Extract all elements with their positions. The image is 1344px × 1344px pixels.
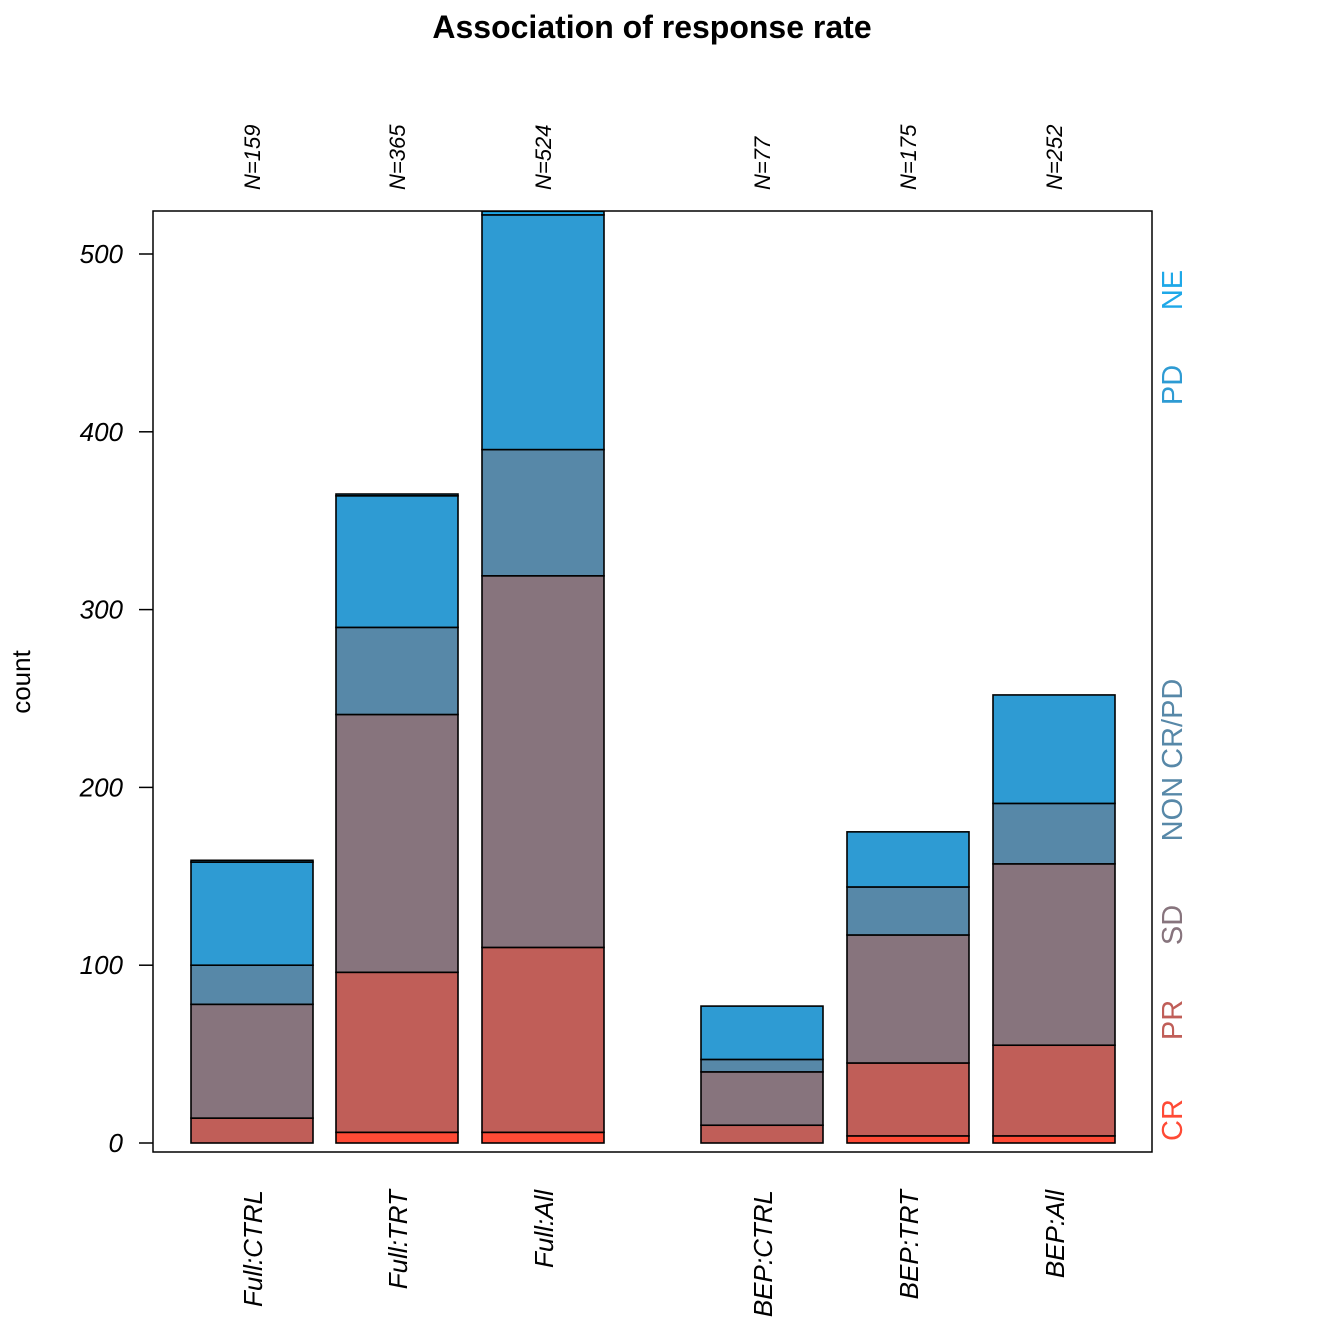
bar-bep-trt-non-cr-pd <box>846 886 970 936</box>
bar-bep-ctrl-sd <box>700 1071 824 1127</box>
y-tick-label-500: 500 <box>80 239 124 269</box>
y-tick-label-100: 100 <box>80 950 124 980</box>
bar-bep-ctrl-pd <box>700 1005 824 1061</box>
category-label-bep-all: BEP:All <box>1040 1189 1070 1278</box>
n-label-bep-ctrl: N=77 <box>750 136 775 190</box>
y-tick-label-400: 400 <box>80 417 124 447</box>
y-tick-label-300: 300 <box>80 595 124 625</box>
n-label-bep-trt: N=175 <box>896 124 921 190</box>
bar-full-all-ne <box>481 210 605 216</box>
bar-full-ctrl-pd <box>190 861 314 966</box>
bar-full-all-pr <box>481 946 605 1134</box>
category-label-bep-ctrl: BEP:CTRL <box>748 1190 778 1317</box>
bar-bep-trt-cr <box>846 1135 970 1144</box>
n-label-bep-all: N=252 <box>1042 125 1067 190</box>
bar-bep-ctrl-pr <box>700 1124 824 1144</box>
n-label-full-trt: N=365 <box>385 124 410 190</box>
bar-bep-all-pr <box>992 1044 1116 1137</box>
bar-bep-all-pd <box>992 694 1116 805</box>
y-axis-label: count <box>6 649 36 713</box>
bar-bep-trt-pd <box>846 831 970 888</box>
category-labels: Full:CTRL Full:TRT Full:All BEP:CTRL BEP:TRT… <box>238 1188 1070 1317</box>
legend-entry-ne: NE <box>1157 270 1189 310</box>
bar-full-all-sd <box>481 575 605 949</box>
y-tick-label-200: 200 <box>79 772 124 802</box>
legend-entry-non-cr-pd: NON CR/PD <box>1157 679 1189 842</box>
legend-entry-pd: PD <box>1157 365 1189 405</box>
category-label-full-all: Full:All <box>529 1189 559 1268</box>
category-label-full-trt: Full:TRT <box>383 1188 413 1289</box>
bar-full-all-cr <box>481 1131 605 1144</box>
bar-bep-all-sd <box>992 863 1116 1047</box>
bar-full-trt-sd <box>335 713 459 974</box>
bar-bep-all-cr <box>992 1135 1116 1144</box>
legend-entry-pr: PR <box>1157 1000 1189 1040</box>
bar-full-all-pd <box>481 214 605 451</box>
y-tick-label-0: 0 <box>109 1128 124 1158</box>
bar-full-trt-pd <box>335 495 459 629</box>
legend-entry-cr: CR <box>1157 1099 1189 1141</box>
bar-full-trt-cr <box>335 1131 459 1144</box>
category-label-bep-trt: BEP:TRT <box>894 1188 924 1299</box>
bars-group <box>190 210 1116 1144</box>
bar-bep-trt-sd <box>846 934 970 1064</box>
bar-full-trt-ne <box>335 493 459 497</box>
bar-full-ctrl-pr <box>190 1117 314 1144</box>
plot-frame <box>152 210 1153 1153</box>
n-labels: N=159 N=365 N=524 N=77 N=175 N=252 <box>240 124 1067 190</box>
chart-title: Association of response rate <box>432 9 871 45</box>
bar-full-ctrl-ne <box>190 859 314 863</box>
bar-bep-trt-pr <box>846 1062 970 1137</box>
n-label-full-all: N=524 <box>531 125 556 190</box>
bar-full-all-non-cr-pd <box>481 448 605 577</box>
n-label-full-ctrl: N=159 <box>240 125 265 190</box>
bar-bep-ctrl-non-cr-pd <box>700 1058 824 1073</box>
category-label-full-ctrl: Full:CTRL <box>238 1190 268 1307</box>
legend: CR PR SD NON CR/PD PD NE <box>1157 270 1189 1141</box>
bar-full-ctrl-non-cr-pd <box>190 964 314 1006</box>
legend-entry-sd: SD <box>1157 905 1189 945</box>
bar-full-trt-pr <box>335 971 459 1134</box>
bar-full-trt-non-cr-pd <box>335 626 459 716</box>
y-axis: 0 100 200 300 400 500 <box>79 239 153 1158</box>
bar-full-ctrl-sd <box>190 1003 314 1119</box>
bar-bep-all-non-cr-pd <box>992 802 1116 865</box>
